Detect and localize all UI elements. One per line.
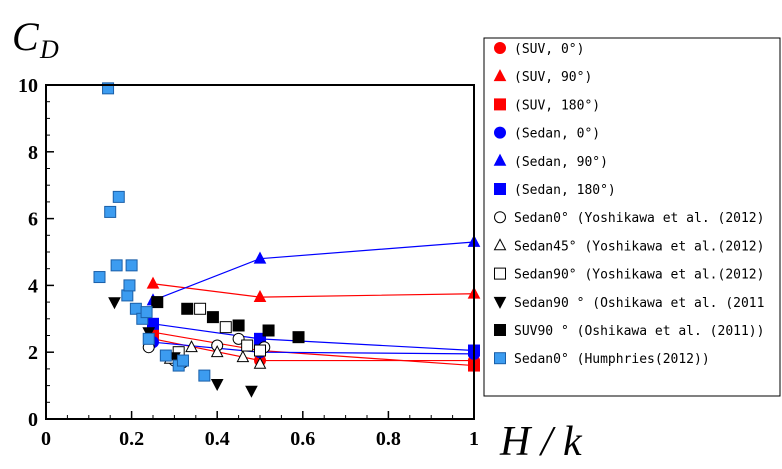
legend-label: (SUV, 180°) [514, 98, 600, 113]
data-point-sedan0-humphries-2012 [102, 82, 115, 95]
data-point-sedan0-humphries-2012 [129, 302, 142, 315]
data-point-sedan0-humphries-2012 [198, 369, 211, 382]
legend-marker-suv-90 [493, 69, 507, 82]
legend-marker-sedan90-oshikawa-et-al-2011 [493, 296, 507, 309]
data-point-sedan0-humphries-2012 [142, 332, 155, 345]
x-tick-label: 0.2 [119, 428, 144, 450]
series-line-sedan-90 [152, 241, 475, 301]
legend-label: (SUV, 90°) [514, 70, 592, 85]
data-point-suv90-oshikawa-et-al-2011 [232, 319, 245, 332]
data-point-sedan0-humphries-2012 [110, 259, 123, 272]
data-point-sedan-90 [253, 251, 267, 264]
data-point-suv90-oshikawa-et-al-2011 [292, 331, 305, 344]
series-marks [93, 82, 481, 398]
y-tick-label: 8 [28, 142, 38, 164]
y-axis-title: C [12, 14, 40, 59]
data-point-sedan0-humphries-2012 [176, 354, 189, 367]
data-point-suv90-oshikawa-et-al-2011 [206, 311, 219, 324]
data-point-sedan0-humphries-2012 [112, 190, 125, 203]
legend-marker-sedan-180 [494, 183, 506, 195]
data-point-sedan0-humphries-2012 [159, 349, 172, 362]
legend-marker-sedan45-yoshikawa-et-al-2012 [493, 238, 507, 251]
legend-label: Sedan0° (Humphries(2012)) [514, 352, 710, 367]
data-point-suv90-oshikawa-et-al-2011 [151, 296, 164, 309]
data-point-sedan45-yoshikawa-et-al-2012 [185, 340, 198, 353]
series-line-suv-90 [152, 283, 475, 298]
data-point-sedan0-humphries-2012 [93, 271, 106, 284]
data-point-sedan90-oshikawa-et-al-2011 [108, 297, 121, 310]
legend-box [483, 37, 781, 397]
legend-label: Sedan90° (Yoshikawa et al.(2012) [514, 268, 764, 283]
y-tick-label: 2 [28, 342, 38, 364]
legend-label: (Sedan, 90°) [514, 155, 608, 170]
legend-label: Sedan90 ° (Oshikawa et al. (2011 [514, 296, 764, 311]
legend-label: Sedan0° (Yoshikawa et al. (2012) [514, 211, 764, 226]
legend-label: (Sedan, 0°) [514, 127, 600, 142]
legend-marker-sedan0-humphries-2012 [494, 352, 506, 365]
data-point-sedan45-yoshikawa-et-al-2012 [236, 350, 250, 363]
x-tick-label: 0.8 [376, 428, 401, 450]
x-tick-label: 0.4 [205, 428, 230, 450]
data-point-suv90-oshikawa-et-al-2011 [181, 302, 194, 315]
legend-marker-suv-180 [494, 98, 506, 111]
data-point-sedan0-humphries-2012 [104, 205, 117, 218]
data-point-sedan45-yoshikawa-et-al-2012 [210, 345, 224, 358]
data-point-sedan90-yoshikawa-et-al-2012 [241, 339, 254, 352]
y-tick-label: 0 [28, 409, 38, 431]
legend-entries: (SUV, 0°) (SUV, 90°) (SUV, 180°) (Sedan, 0°… [493, 42, 764, 367]
data-point-sedan0-humphries-2012 [123, 279, 136, 292]
data-point-sedan90-oshikawa-et-al-2011 [210, 379, 224, 392]
data-point-suv90-oshikawa-et-al-2011 [262, 324, 275, 337]
x-tick-label: 0.6 [290, 428, 315, 450]
legend-label: Sedan45° (Yoshikawa et al.(2012) [514, 239, 764, 254]
legend-marker-suv-0 [494, 42, 506, 54]
legend-label: (Sedan, 180°) [514, 183, 616, 198]
data-point-sedan0-humphries-2012 [121, 289, 134, 302]
data-point-sedan0-humphries-2012 [140, 306, 153, 319]
data-point-sedan90-yoshikawa-et-al-2012 [254, 344, 266, 357]
data-point-sedan0-humphries-2012 [125, 259, 138, 272]
legend-marker-sedan-90 [493, 153, 507, 166]
y-tick-label: 6 [28, 209, 38, 231]
y-tick-label: 10 [18, 75, 38, 97]
data-point-sedan90-yoshikawa-et-al-2012 [194, 302, 207, 315]
data-point-suv-90 [253, 289, 267, 302]
y-tick-label: 4 [28, 275, 38, 297]
legend-label: SUV90 ° (Oshikawa et al. (2011)) [514, 324, 764, 339]
data-point-sedan45-yoshikawa-et-al-2012 [253, 356, 267, 369]
legend-marker-sedan90-yoshikawa-et-al-2012 [494, 267, 506, 280]
legend-marker-sedan0-yoshikawa-et-al-2012 [494, 211, 506, 224]
x-axis-title: H / k [499, 419, 583, 464]
data-point-sedan90-yoshikawa-et-al-2012 [219, 321, 232, 334]
legend: (SUV, 0°) (SUV, 90°) (SUV, 180°) (Sedan, 0°… [483, 37, 781, 397]
legend-marker-suv90-oshikawa-et-al-2011 [494, 324, 506, 336]
legend-label: (SUV, 0°) [514, 42, 584, 57]
y-axis-title-subscript: D [39, 35, 59, 64]
data-point-sedan90-oshikawa-et-al-2011 [245, 385, 258, 398]
data-point-suv-90 [146, 276, 160, 289]
legend-marker-sedan-0 [494, 126, 506, 139]
x-tick-label: 1 [469, 428, 479, 450]
x-tick-label: 0 [41, 428, 51, 450]
